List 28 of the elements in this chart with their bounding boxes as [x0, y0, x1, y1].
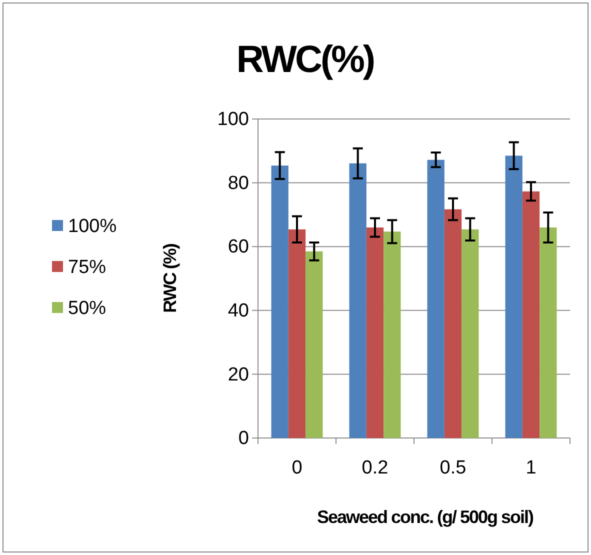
- bar: [540, 227, 557, 438]
- bar: [288, 229, 306, 438]
- x-tick-label: 0.2: [362, 457, 388, 478]
- y-axis-title: RWC (%): [160, 243, 180, 313]
- y-tick-label: 20: [228, 364, 249, 386]
- bar: [271, 166, 288, 438]
- bar: [349, 163, 366, 438]
- bar: [462, 229, 479, 438]
- bar: [427, 160, 444, 438]
- x-tick-label: 1: [526, 457, 536, 478]
- legend-label: 100%: [68, 216, 117, 237]
- x-axis-title: Seaweed conc. (g/ 500g soil): [316, 507, 534, 527]
- bar: [306, 251, 323, 438]
- bar: [366, 227, 384, 438]
- bar: [522, 191, 540, 438]
- bar: [444, 209, 462, 438]
- y-tick-label: 80: [228, 172, 249, 194]
- chart-title: RWC(%): [236, 39, 374, 81]
- y-tick-label: 100: [217, 109, 249, 130]
- legend-label: 50%: [68, 298, 106, 319]
- bar: [384, 232, 401, 438]
- y-tick-label: 40: [228, 300, 249, 322]
- x-tick-label: 0.5: [440, 457, 466, 478]
- bar: [505, 156, 522, 438]
- y-tick-label: 60: [228, 236, 249, 258]
- y-tick-label: 0: [238, 428, 249, 450]
- legend-label: 75%: [68, 257, 106, 278]
- x-tick-label: 0: [292, 457, 302, 478]
